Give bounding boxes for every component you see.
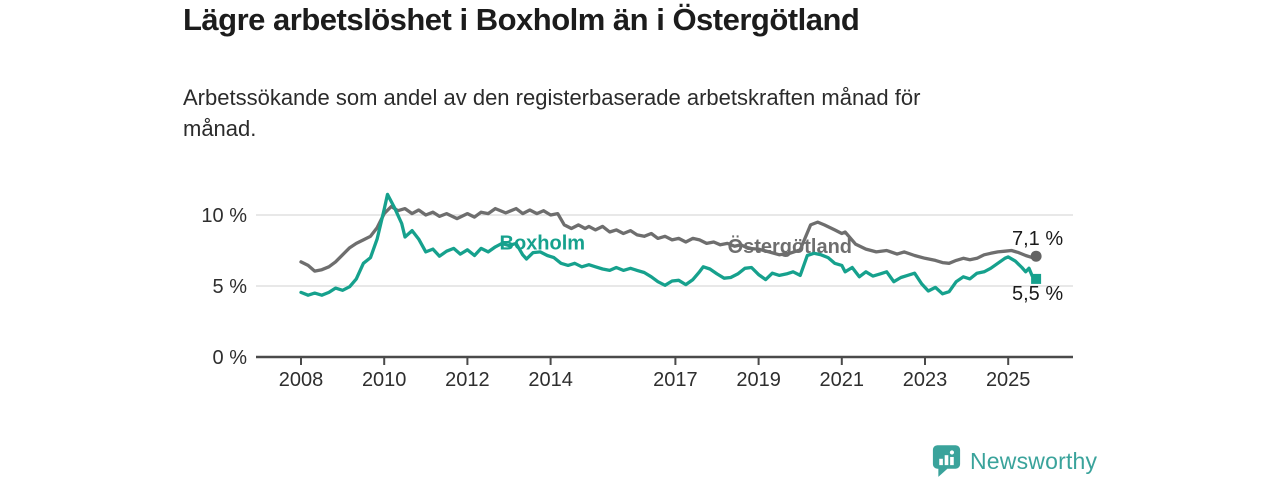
- x-tick-label: 2012: [445, 369, 490, 391]
- page-title: Lägre arbetslöshet i Boxholm än i Österg…: [183, 2, 860, 37]
- end-value-label: 5,5 %: [1012, 283, 1063, 305]
- series-label: Boxholm: [500, 233, 586, 255]
- x-tick-label: 2008: [279, 369, 324, 391]
- y-tick-label: 10 %: [201, 205, 247, 227]
- y-tick-label: 5 %: [213, 276, 248, 298]
- newsworthy-logo: Newsworthy: [932, 444, 1097, 479]
- x-tick-label: 2021: [820, 369, 865, 391]
- bar-chart-speech-bubble-icon: [932, 445, 961, 477]
- x-tick-label: 2023: [903, 369, 948, 391]
- series-end-dot: [1030, 250, 1042, 262]
- x-tick-label: 2010: [362, 369, 407, 391]
- x-tick-label: 2017: [653, 369, 698, 391]
- chart-subtitle: Arbetssökande som andel av den registerb…: [183, 85, 921, 142]
- series-line-0: [299, 204, 1038, 273]
- x-tick-label: 2019: [736, 369, 781, 391]
- y-tick-label: 0 %: [213, 347, 248, 369]
- series-line-1: [299, 192, 1038, 297]
- x-tick-label: 2025: [986, 369, 1031, 391]
- series-end-square: [1031, 273, 1042, 284]
- x-tick-label: 2014: [528, 369, 573, 391]
- brand-name: Newsworthy: [970, 448, 1098, 474]
- end-value-label: 7,1 %: [1012, 228, 1063, 250]
- series-label: Östergötland: [728, 235, 852, 258]
